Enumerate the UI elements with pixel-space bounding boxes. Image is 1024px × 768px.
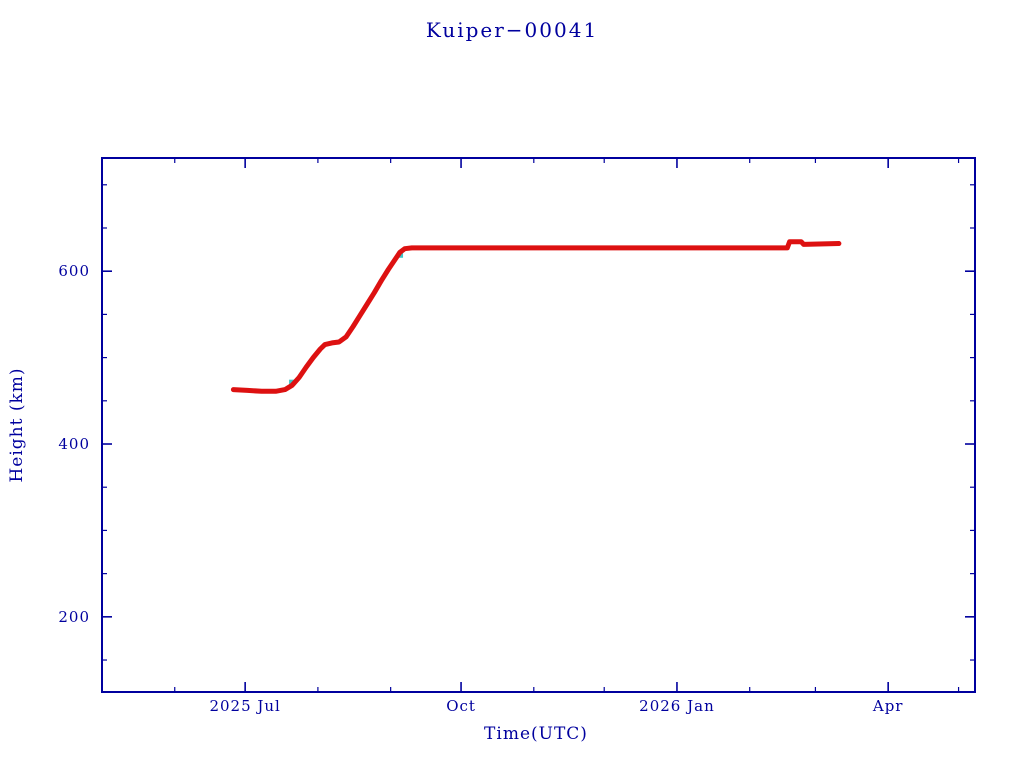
height-line (230, 239, 842, 394)
x-tick-label: 2025 Jul (209, 697, 280, 715)
plot-axes-frame: 200 400 600 2025 Jul Oct 2026 Jan Apr (58, 157, 976, 715)
x-axis-label: Time(UTC) (484, 724, 588, 744)
x-tick-label: Oct (446, 697, 476, 715)
x-tick-label: 2026 Jan (639, 697, 715, 715)
plot-frame (101, 157, 976, 693)
y-axis-label: Height (km) (7, 367, 27, 482)
height-series-line (230, 239, 842, 394)
y-tick-label: 600 (58, 262, 90, 280)
chart-title: Kuiper−00041 (426, 18, 598, 42)
y-tick-label: 400 (58, 435, 90, 453)
y-tick-label: 200 (58, 608, 90, 626)
x-tick-label: Apr (872, 697, 904, 715)
